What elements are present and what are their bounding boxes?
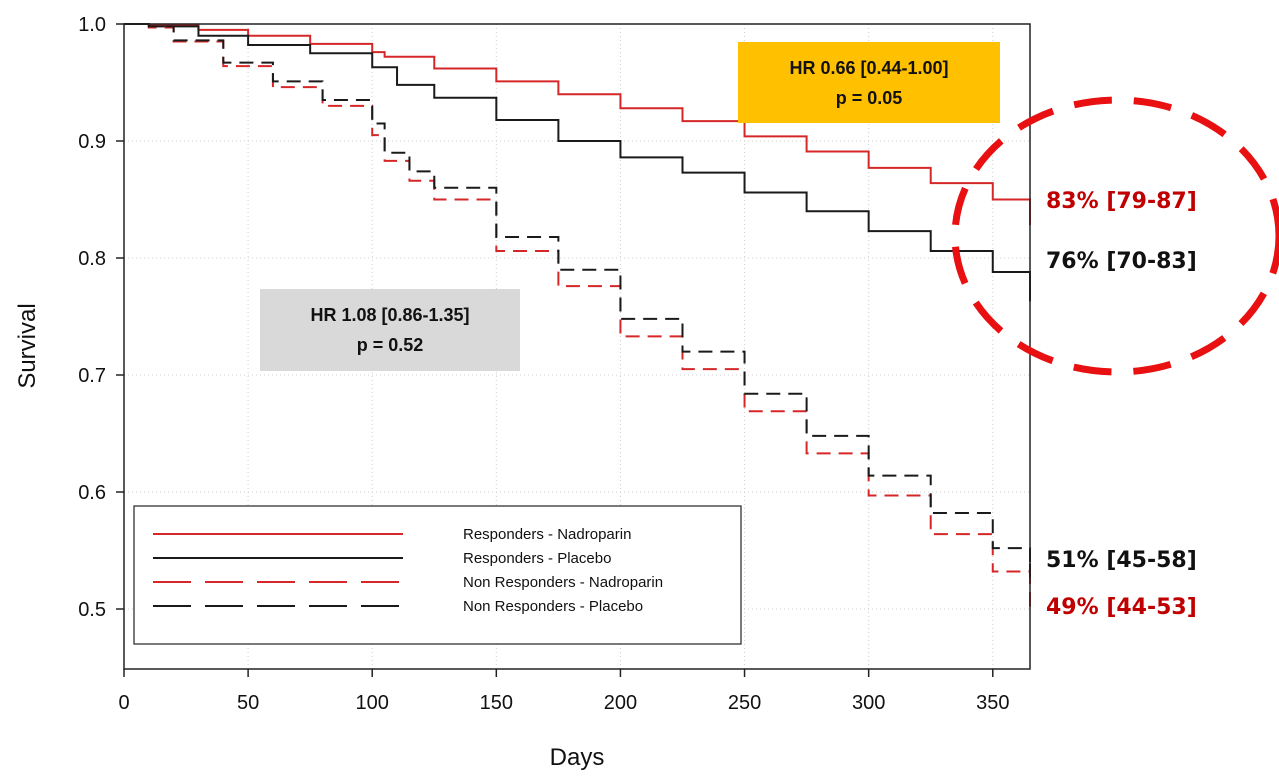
y-axis-ticks: 0.5 0.6 0.7 0.8 0.9 1.0 [78, 14, 124, 621]
x-tick-label: 50 [237, 692, 259, 714]
legend-label: Non Responders - Placebo [463, 598, 643, 615]
x-tick-label: 300 [852, 692, 885, 714]
x-axis-title: Days [550, 744, 605, 771]
x-tick-label: 150 [480, 692, 513, 714]
end-label: 76% [70-83] [1046, 249, 1197, 274]
y-tick-label: 0.7 [78, 365, 106, 387]
x-tick-label: 250 [728, 692, 761, 714]
x-tick-label: 200 [604, 692, 637, 714]
plot-frame [123, 23, 1031, 670]
x-tick-label: 350 [976, 692, 1009, 714]
hr-responders-box: HR 0.66 [0.44-1.00] p = 0.05 [738, 42, 1000, 123]
hr-nonresponders-line1: HR 1.08 [0.86-1.35] [310, 305, 469, 325]
legend-items: Responders - Nadroparin Responders - Plac… [153, 526, 663, 615]
end-labels: 83% [79-87] 76% [70-83] 51% [45-58] 49% [44… [1046, 189, 1197, 620]
y-tick-label: 0.9 [78, 131, 106, 153]
legend-box [133, 505, 742, 645]
y-tick-label: 0.6 [78, 482, 106, 504]
series-line-4 [124, 23, 1031, 564]
x-tick-label: 0 [118, 692, 129, 714]
x-tick-label: 100 [356, 692, 389, 714]
end-label: 51% [45-58] [1046, 548, 1197, 573]
series-line-2 [124, 23, 1031, 288]
hr-responders-line1: HR 0.66 [0.44-1.00] [789, 58, 948, 78]
y-tick-label: 0.8 [78, 248, 106, 270]
hr-nonresponders-box: HR 1.08 [0.86-1.35] p = 0.52 [260, 289, 520, 371]
hr-nonresponders-line2: p = 0.52 [357, 335, 424, 355]
x-axis-ticks: 0 50 100 150 200 250 300 350 [118, 669, 1009, 714]
legend-label: Responders - Placebo [463, 550, 611, 567]
series-line-3 [124, 23, 1031, 593]
hr-responders-line2: p = 0.05 [836, 88, 903, 108]
end-label: 83% [79-87] [1046, 189, 1197, 214]
legend: Responders - Nadroparin Responders - Plac… [133, 505, 742, 645]
hr-nonresponders-background [260, 289, 520, 371]
y-tick-label: 1.0 [78, 14, 106, 36]
legend-label: Non Responders - Nadroparin [463, 574, 663, 591]
end-label: 49% [44-53] [1046, 595, 1197, 620]
y-tick-label: 0.5 [78, 599, 106, 621]
series-line-1 [124, 23, 1031, 212]
highlight-ellipse [951, 96, 1279, 376]
y-axis-title: Survival [14, 303, 41, 388]
legend-label: Responders - Nadroparin [463, 526, 631, 543]
hr-responders-background [738, 42, 1000, 123]
